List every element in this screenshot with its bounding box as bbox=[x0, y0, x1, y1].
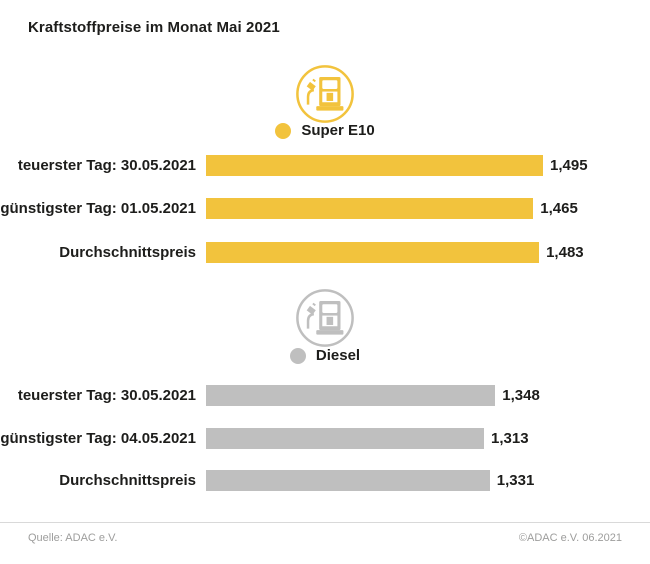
super-e10-bar-row: teuerster Tag: 30.05.2021 1,495 bbox=[0, 155, 650, 176]
bar-super-e10-durchschnittspreis bbox=[206, 242, 540, 263]
bar-value-label: 1,331 bbox=[496, 472, 535, 489]
footer-divider bbox=[0, 522, 650, 523]
bar-super-e10-teuerster-tag bbox=[206, 155, 543, 176]
super-e10-legend-dot-icon bbox=[275, 122, 292, 139]
super-e10-legend: Super E10 bbox=[0, 122, 650, 139]
diesel-legend: Diesel bbox=[0, 347, 650, 364]
bar-category-label: günstigster Tag: 01.05.2021 bbox=[0, 200, 196, 217]
copyright-notice: ©ADAC e.V. 06.2021 bbox=[518, 532, 622, 544]
source-credit: Quelle: ADAC e.V. bbox=[28, 532, 118, 544]
diesel-bar-row: günstigster Tag: 04.05.2021 1,313 bbox=[0, 428, 650, 449]
bar-diesel-teuerster-tag bbox=[206, 385, 496, 406]
bar-category-label: teuerster Tag: 30.05.2021 bbox=[17, 387, 196, 404]
bar-value-label: 1,313 bbox=[491, 430, 529, 447]
diesel-section-icon bbox=[0, 287, 650, 354]
super-e10-bar-row: Durchschnittspreis 1,483 bbox=[0, 242, 650, 263]
super-e10-bar-row: günstigster Tag: 01.05.2021 1,465 bbox=[0, 198, 650, 219]
bar-diesel-guenstigster-tag bbox=[206, 428, 484, 449]
super-e10-section-icon bbox=[0, 63, 650, 130]
diesel-legend-dot-icon bbox=[289, 347, 306, 364]
diesel-bar-row: Durchschnittspreis 1,331 bbox=[0, 470, 650, 491]
super-e10-legend-label: Super E10 bbox=[301, 122, 375, 139]
bar-category-label: teuerster Tag: 30.05.2021 bbox=[17, 157, 196, 174]
fuel-pump-icon bbox=[294, 63, 356, 130]
bar-value-label: 1,465 bbox=[540, 200, 578, 217]
bar-category-label: Durchschnittspreis bbox=[59, 472, 196, 489]
bar-value-label: 1,348 bbox=[502, 387, 540, 404]
bar-value-label: 1,495 bbox=[550, 157, 588, 174]
diesel-bar-row: teuerster Tag: 30.05.2021 1,348 bbox=[0, 385, 650, 406]
bar-category-label: Durchschnittspreis bbox=[59, 244, 196, 261]
page-title: Kraftstoffpreise im Monat Mai 2021 bbox=[28, 19, 280, 36]
bar-diesel-durchschnittspreis bbox=[206, 470, 490, 491]
bar-category-label: günstigster Tag: 04.05.2021 bbox=[0, 430, 196, 447]
diesel-legend-label: Diesel bbox=[315, 347, 361, 364]
bar-value-label: 1,483 bbox=[546, 244, 584, 261]
fuel-pump-icon bbox=[294, 287, 356, 354]
bar-super-e10-guenstigster-tag bbox=[206, 198, 534, 219]
